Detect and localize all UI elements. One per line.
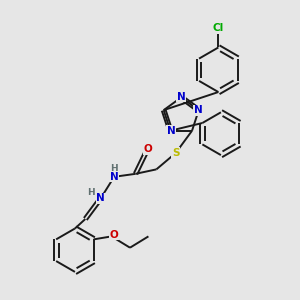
Text: H: H (110, 164, 117, 173)
Text: Cl: Cl (213, 23, 224, 33)
Text: O: O (144, 145, 153, 154)
Text: N: N (96, 193, 105, 203)
Text: N: N (194, 105, 203, 115)
Text: H: H (88, 188, 95, 197)
Text: N: N (177, 92, 186, 102)
Text: N: N (167, 126, 175, 136)
Text: N: N (110, 172, 118, 182)
Text: S: S (172, 148, 179, 158)
Text: O: O (110, 230, 118, 240)
